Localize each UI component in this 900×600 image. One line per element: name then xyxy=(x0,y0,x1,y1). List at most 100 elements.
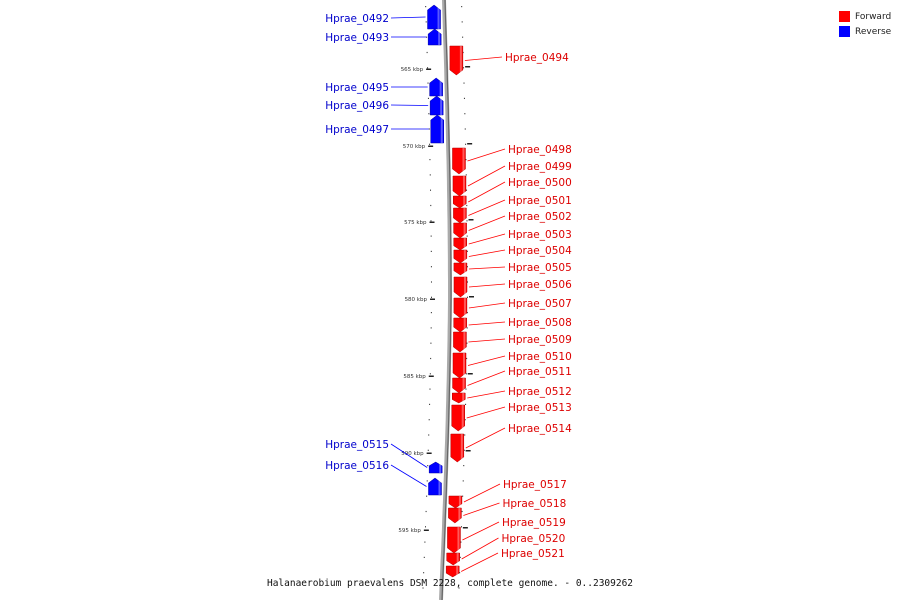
label-leader xyxy=(467,165,506,187)
gene-arrow xyxy=(453,262,468,276)
minor-tick xyxy=(423,556,425,558)
minor-tick xyxy=(466,281,468,283)
gene-arrow xyxy=(447,526,461,554)
minor-tick xyxy=(430,342,432,344)
gene-label: Hprae_0492 xyxy=(325,13,389,25)
minor-tick xyxy=(427,67,429,69)
gene-arrow xyxy=(451,404,465,432)
label-leader xyxy=(468,181,506,203)
minor-tick xyxy=(466,235,468,237)
gene-label: Hprae_0501 xyxy=(508,195,572,207)
gene-highlight xyxy=(463,208,466,223)
tick-label: 585 kbp xyxy=(403,374,426,380)
minor-tick xyxy=(424,541,426,543)
gene-highlight xyxy=(462,353,465,378)
minor-tick xyxy=(466,327,468,329)
minor-tick xyxy=(463,465,465,467)
gene-label: Hprae_0497 xyxy=(325,124,389,136)
gene-label: Hprae_0502 xyxy=(508,211,572,223)
gene-arrow xyxy=(446,552,460,566)
major-tick xyxy=(465,450,471,452)
major-tick xyxy=(426,452,432,454)
label-leader xyxy=(390,464,427,487)
gene-arrow xyxy=(453,331,467,353)
label-leader xyxy=(390,16,426,19)
gene-label: Hprae_0507 xyxy=(508,298,572,310)
gene-label: Hprae_0513 xyxy=(508,402,572,414)
major-tick xyxy=(465,66,471,68)
reverse-swatch xyxy=(839,26,850,37)
legend-forward-label: Forward xyxy=(855,11,892,22)
gene-label: Hprae_0516 xyxy=(325,460,389,472)
label-leader xyxy=(463,502,500,516)
minor-tick xyxy=(458,587,460,589)
minor-tick xyxy=(426,36,428,38)
minor-tick xyxy=(466,189,468,191)
gene-highlight xyxy=(440,96,443,115)
minor-tick xyxy=(461,21,463,23)
gene-label: Hprae_0499 xyxy=(508,161,572,173)
minor-tick xyxy=(466,250,468,252)
minor-tick xyxy=(423,572,425,574)
gene-arrow xyxy=(452,377,466,394)
label-leader xyxy=(468,338,506,343)
major-tick xyxy=(468,296,474,298)
gene-label: Hprae_0520 xyxy=(502,533,566,545)
minor-tick xyxy=(430,235,432,237)
gene-highlight xyxy=(462,393,465,403)
label-leader xyxy=(467,370,506,386)
gene-arrow xyxy=(428,461,443,474)
minor-tick xyxy=(464,434,466,436)
minor-tick xyxy=(429,174,431,176)
gene-arrow xyxy=(450,433,465,463)
major-tick xyxy=(467,143,473,145)
minor-tick xyxy=(466,312,468,314)
legend-reverse-label: Reverse xyxy=(855,26,892,37)
tick-label: 590 kbp xyxy=(401,451,424,457)
minor-tick xyxy=(425,510,427,513)
minor-tick xyxy=(426,495,428,497)
gene-arrow xyxy=(453,222,467,239)
minor-tick xyxy=(462,480,464,482)
minor-tick xyxy=(427,82,429,84)
label-leader xyxy=(390,104,429,106)
gene-arrow xyxy=(449,45,464,76)
label-leader xyxy=(468,199,506,216)
gene-arrow xyxy=(453,207,467,224)
gene-highlight xyxy=(462,176,465,196)
minor-tick xyxy=(465,403,467,405)
gene-arrow xyxy=(453,297,468,319)
gene-label: Hprae_0493 xyxy=(325,32,389,44)
minor-tick xyxy=(461,510,463,513)
minor-tick xyxy=(429,388,431,390)
gene-label: Hprae_0515 xyxy=(325,439,389,451)
minor-tick xyxy=(424,526,426,528)
minor-tick xyxy=(460,541,462,543)
major-tick xyxy=(468,219,474,221)
minor-tick xyxy=(428,419,430,421)
gene-label: Hprae_0511 xyxy=(508,366,572,378)
minor-tick xyxy=(466,266,468,268)
gene-highlight xyxy=(459,46,462,75)
gene-label: Hprae_0504 xyxy=(508,245,572,257)
gene-arrow xyxy=(452,352,467,379)
minor-tick xyxy=(460,526,462,528)
gene-arrow xyxy=(452,195,467,209)
gene-arrow xyxy=(445,565,460,578)
label-leader xyxy=(467,148,506,162)
minor-tick xyxy=(430,220,432,222)
gene-label: Hprae_0521 xyxy=(501,548,565,560)
gene-highlight xyxy=(438,29,441,45)
gene-arrow xyxy=(453,317,467,333)
gene-label: Hprae_0505 xyxy=(508,262,572,274)
gene-arrow xyxy=(427,28,442,46)
gene-label: Hprae_0512 xyxy=(508,386,572,398)
gene-arrow xyxy=(451,392,466,404)
gene-arrow xyxy=(448,507,462,524)
gene-highlight xyxy=(462,148,465,174)
gene-highlight xyxy=(457,527,460,553)
minor-tick xyxy=(459,556,461,558)
minor-tick xyxy=(466,357,468,360)
label-leader xyxy=(390,443,428,468)
genome-backbone xyxy=(439,0,452,600)
